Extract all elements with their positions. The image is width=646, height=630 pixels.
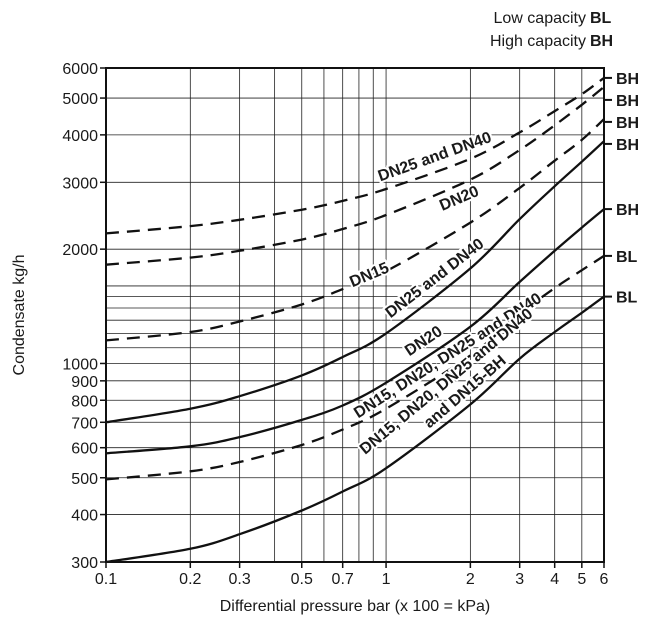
curve-label-group: DN15, DN20, DN25 and DN40 bbox=[355, 303, 538, 460]
legend-high-capacity-text: High capacity bbox=[490, 33, 586, 50]
series-line-dn20-bh-solid bbox=[105, 208, 605, 455]
y-tick-label: 2000 bbox=[62, 242, 98, 259]
end-label-bl: BL bbox=[616, 249, 638, 266]
x-tick-label: 0.1 bbox=[95, 571, 117, 588]
curve-label-group: DN20 bbox=[435, 181, 483, 217]
legend-low-capacity-code: BL bbox=[590, 10, 612, 27]
x-tick-label: 0.2 bbox=[179, 571, 201, 588]
x-axis-title: Differential pressure bar (x 100 = kPa) bbox=[220, 598, 491, 615]
end-label-bh: BH bbox=[616, 202, 639, 219]
x-tick-label: 1 bbox=[382, 571, 391, 588]
y-tick-label: 3000 bbox=[62, 175, 98, 192]
end-label-bh: BH bbox=[616, 71, 639, 88]
series-line-dn20-bh-dashed bbox=[105, 86, 605, 266]
legend-low-capacity-text: Low capacity bbox=[494, 10, 587, 27]
x-tick-label: 4 bbox=[550, 571, 559, 588]
x-tick-label: 5 bbox=[577, 571, 586, 588]
series-line-dn15-dn20-dn25-and-dn40-and-dn15-bh-bl-solid bbox=[105, 295, 605, 564]
y-axis-title: Condensate kg/h bbox=[11, 255, 28, 376]
end-label-bh: BH bbox=[616, 93, 639, 110]
curves bbox=[105, 76, 605, 564]
series-line-dn15-bh-dashed bbox=[105, 118, 605, 342]
y-tick-label: 1000 bbox=[62, 356, 98, 373]
x-tick-label: 0.3 bbox=[229, 571, 251, 588]
x-tick-label: 3 bbox=[515, 571, 524, 588]
curve-label-group: DN25 and DN40 bbox=[381, 233, 490, 323]
end-label-bl: BL bbox=[616, 290, 638, 307]
x-axis-ticks: 0.1 0.2 0.3 0.5 0.7 1 2 3 4 5 6 bbox=[95, 562, 609, 588]
end-label-bh: BH bbox=[616, 137, 639, 154]
x-tick-label: 6 bbox=[600, 571, 609, 588]
y-tick-label: 800 bbox=[71, 393, 98, 410]
series-line-dn25-and-dn40-bh-solid bbox=[105, 140, 605, 424]
x-tick-label: 0.7 bbox=[332, 571, 354, 588]
curve-label-dn15-dn20-dn25-and-dn40: DN15, DN20, DN25 and DN40 bbox=[357, 305, 536, 458]
x-tick-label: 2 bbox=[466, 571, 475, 588]
plot-area-border bbox=[105, 67, 605, 563]
capacity-legend: Low capacity BL High capacity BH bbox=[490, 10, 613, 50]
y-tick-label: 300 bbox=[71, 555, 98, 572]
x-tick-label: 0.5 bbox=[291, 571, 313, 588]
y-tick-label: 5000 bbox=[62, 91, 98, 108]
plot-frame bbox=[105, 67, 605, 563]
y-tick-label: 700 bbox=[71, 415, 98, 432]
end-labels: BH BH BH BH BH BL BL bbox=[604, 71, 639, 307]
y-tick-label: 500 bbox=[71, 471, 98, 488]
end-label-bh: BH bbox=[616, 115, 639, 132]
y-tick-label: 400 bbox=[71, 508, 98, 525]
series-line-dn15-dn20-dn25-and-dn40-bl-dashed bbox=[105, 254, 605, 481]
y-tick-label: 600 bbox=[71, 441, 98, 458]
grid-lines bbox=[105, 67, 605, 563]
curve-label-dn20: DN20 bbox=[437, 183, 481, 215]
y-tick-label: 6000 bbox=[62, 61, 98, 78]
y-tick-label: 900 bbox=[71, 374, 98, 391]
curve-label-dn25-and-dn40: DN25 and DN40 bbox=[383, 235, 488, 321]
y-tick-label: 4000 bbox=[62, 128, 98, 145]
legend-high-capacity-code: BH bbox=[590, 33, 613, 50]
series-line-dn25-and-dn40-bh-dashed bbox=[105, 76, 605, 235]
